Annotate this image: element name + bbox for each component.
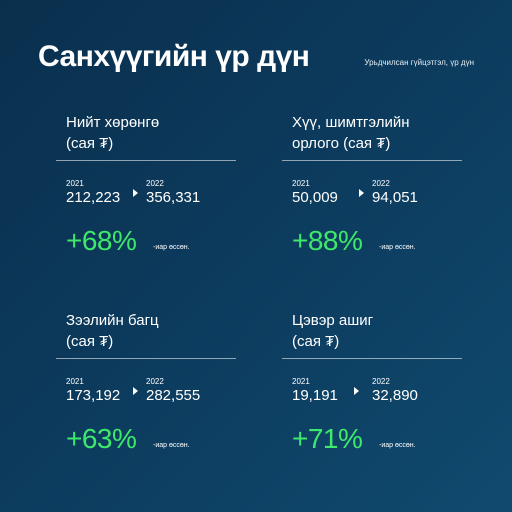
growth-percent: +71% (292, 423, 363, 454)
year-comparison: 2021 19,191 2022 32,890 (282, 377, 462, 407)
card-title: Нийт хөрөнгө (сая ₮) (56, 112, 236, 154)
card-total-assets: Нийт хөрөнгө (сая ₮) 2021 212,223 2022 3… (56, 112, 236, 259)
year-from: 2021 (292, 179, 310, 188)
divider (282, 358, 462, 359)
card-title: Хүү, шимтгэлийн орлого (сая ₮) (282, 112, 462, 154)
card-title: Цэвэр ашиг (сая ₮) (282, 310, 462, 352)
year-comparison: 2021 173,192 2022 282,555 (56, 377, 236, 407)
card-title-line1: Цэвэр ашиг (292, 312, 374, 329)
value-to: 356,331 (146, 189, 201, 206)
card-title-line1: Нийт хөрөнгө (66, 114, 160, 131)
year-to: 2022 (146, 179, 164, 188)
arrow-right-icon (133, 189, 138, 197)
growth-percent: +63% (66, 423, 137, 454)
value-from: 19,191 (292, 387, 338, 404)
card-title-line2: орлого (сая ₮) (292, 135, 391, 152)
card-net-profit: Цэвэр ашиг (сая ₮) 2021 19,191 2022 32,8… (282, 310, 462, 457)
card-loan-portfolio: Зээлийн багц (сая ₮) 2021 173,192 2022 2… (56, 310, 236, 457)
divider (56, 160, 236, 161)
card-interest-income: Хүү, шимтгэлийн орлого (сая ₮) 2021 50,0… (282, 112, 462, 259)
growth-suffix: -иар өссөн. (379, 442, 416, 449)
year-from: 2021 (66, 377, 84, 386)
card-title-line2: (сая ₮) (66, 333, 114, 350)
page-title: Санхүүгийн үр дүн (38, 40, 310, 73)
card-title-line2: (сая ₮) (292, 333, 340, 350)
growth-percent: +88% (292, 225, 363, 256)
growth-suffix: -иар өссөн. (153, 244, 190, 251)
growth: +88% -иар өссөн. (282, 225, 462, 259)
page-subtitle: Урьдчилсан гүйцэтгэл, үр дүн (364, 58, 474, 67)
year-comparison: 2021 50,009 2022 94,051 (282, 179, 462, 209)
value-from: 50,009 (292, 189, 338, 206)
arrow-right-icon (359, 189, 364, 197)
year-from: 2021 (66, 179, 84, 188)
arrow-right-icon (133, 387, 138, 395)
divider (56, 358, 236, 359)
year-to: 2022 (372, 179, 390, 188)
growth: +71% -иар өссөн. (282, 423, 462, 457)
growth: +63% -иар өссөн. (56, 423, 236, 457)
value-to: 32,890 (372, 387, 418, 404)
card-title-line2: (сая ₮) (66, 135, 114, 152)
value-from: 173,192 (66, 387, 121, 404)
growth: +68% -иар өссөн. (56, 225, 236, 259)
year-from: 2021 (292, 377, 310, 386)
growth-percent: +68% (66, 225, 137, 256)
card-title-line1: Хүү, шимтгэлийн (292, 114, 410, 131)
value-to: 94,051 (372, 189, 418, 206)
arrow-right-icon (354, 387, 359, 395)
year-comparison: 2021 212,223 2022 356,331 (56, 179, 236, 209)
value-from: 212,223 (66, 189, 121, 206)
divider (282, 160, 462, 161)
card-title-line1: Зээлийн багц (66, 312, 159, 329)
card-title: Зээлийн багц (сая ₮) (56, 310, 236, 352)
growth-suffix: -иар өссөн. (153, 442, 190, 449)
year-to: 2022 (372, 377, 390, 386)
growth-suffix: -иар өссөн. (379, 244, 416, 251)
value-to: 282,555 (146, 387, 201, 404)
year-to: 2022 (146, 377, 164, 386)
